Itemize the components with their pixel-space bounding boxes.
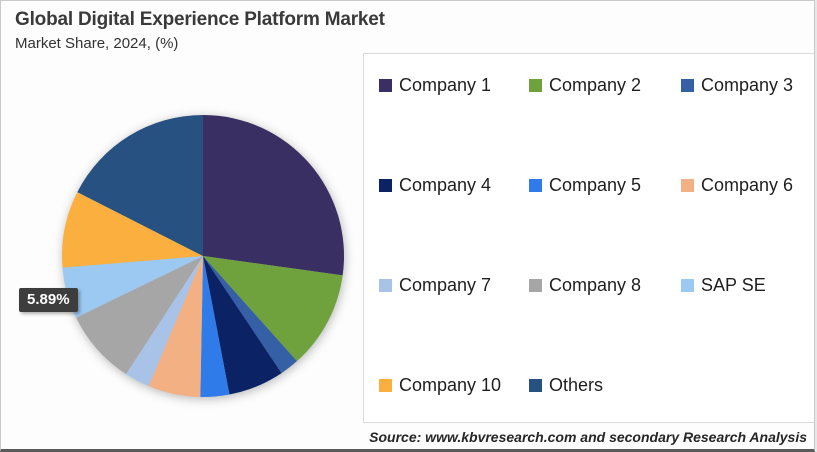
legend-item: Company 2 bbox=[529, 75, 681, 96]
legend-item-label: Company 8 bbox=[549, 274, 642, 295]
pie-slice-company-2 bbox=[203, 256, 343, 362]
pie-chart bbox=[62, 115, 345, 397]
legend-item-label: Others bbox=[549, 374, 604, 395]
legend-item-label: Company 2 bbox=[549, 74, 642, 95]
legend-item: Company 4 bbox=[379, 175, 529, 196]
legend-item-label: Company 10 bbox=[399, 374, 502, 395]
pie-slice-company-4 bbox=[203, 256, 282, 395]
legend-item-label: Company 5 bbox=[549, 174, 642, 195]
pie-slice-company-8 bbox=[76, 256, 203, 375]
legend-item: Company 7 bbox=[379, 275, 529, 296]
pie-slice-company-10 bbox=[62, 192, 203, 268]
pie-slice-others bbox=[77, 115, 203, 256]
legend-swatch-icon bbox=[681, 78, 694, 92]
legend-grid: Company 1 Company 2 Company 3 Company 4 Comp… bbox=[364, 54, 814, 422]
legend-item-label: Company 4 bbox=[399, 174, 492, 195]
legend-swatch-icon bbox=[681, 178, 694, 192]
chart-header: Global Digital Experience Platform Marke… bbox=[15, 9, 385, 52]
source-note: Source: www.kbvresearch.com and secondar… bbox=[369, 429, 807, 445]
legend-swatch-icon bbox=[529, 78, 542, 92]
legend-swatch-icon bbox=[529, 178, 542, 192]
legend-swatch-icon bbox=[379, 178, 392, 192]
pie-slice-sap-se bbox=[62, 256, 203, 318]
sap-se-share-callout: 5.89% bbox=[19, 288, 78, 312]
legend-item: Company 5 bbox=[529, 175, 681, 196]
legend-swatch-icon bbox=[379, 78, 392, 92]
legend-item-label: Company 7 bbox=[399, 274, 492, 295]
legend-item: Company 8 bbox=[529, 275, 681, 296]
legend-swatch-icon bbox=[379, 278, 392, 292]
legend-swatch-icon bbox=[529, 278, 542, 292]
legend-swatch-icon bbox=[529, 378, 542, 392]
legend-item: SAP SE bbox=[681, 275, 814, 296]
legend-item: Others bbox=[529, 375, 681, 396]
legend-panel: Company 1 Company 2 Company 3 Company 4 Comp… bbox=[363, 53, 814, 423]
pie-slice-company-1 bbox=[203, 115, 345, 276]
legend-swatch-icon bbox=[379, 378, 392, 392]
pie-slice-company-7 bbox=[125, 256, 203, 387]
pie-slice-company-6 bbox=[148, 256, 203, 397]
pie-slice-company-3 bbox=[203, 256, 297, 374]
legend-item: Company 10 bbox=[379, 375, 529, 396]
page-subtitle: Market Share, 2024, (%) bbox=[15, 35, 179, 52]
legend-item: Company 6 bbox=[681, 175, 814, 196]
legend-item: Company 1 bbox=[379, 75, 529, 96]
page-title: Global Digital Experience Platform Marke… bbox=[15, 9, 385, 30]
legend-item-label: Company 6 bbox=[701, 174, 794, 195]
pie-slice-company-5 bbox=[200, 256, 230, 397]
legend-item-label: Company 1 bbox=[399, 74, 492, 95]
legend-swatch-icon bbox=[681, 278, 694, 292]
legend-item: Company 3 bbox=[681, 75, 814, 96]
legend-item-label: Company 3 bbox=[701, 74, 794, 95]
legend-item-label: SAP SE bbox=[701, 274, 766, 295]
